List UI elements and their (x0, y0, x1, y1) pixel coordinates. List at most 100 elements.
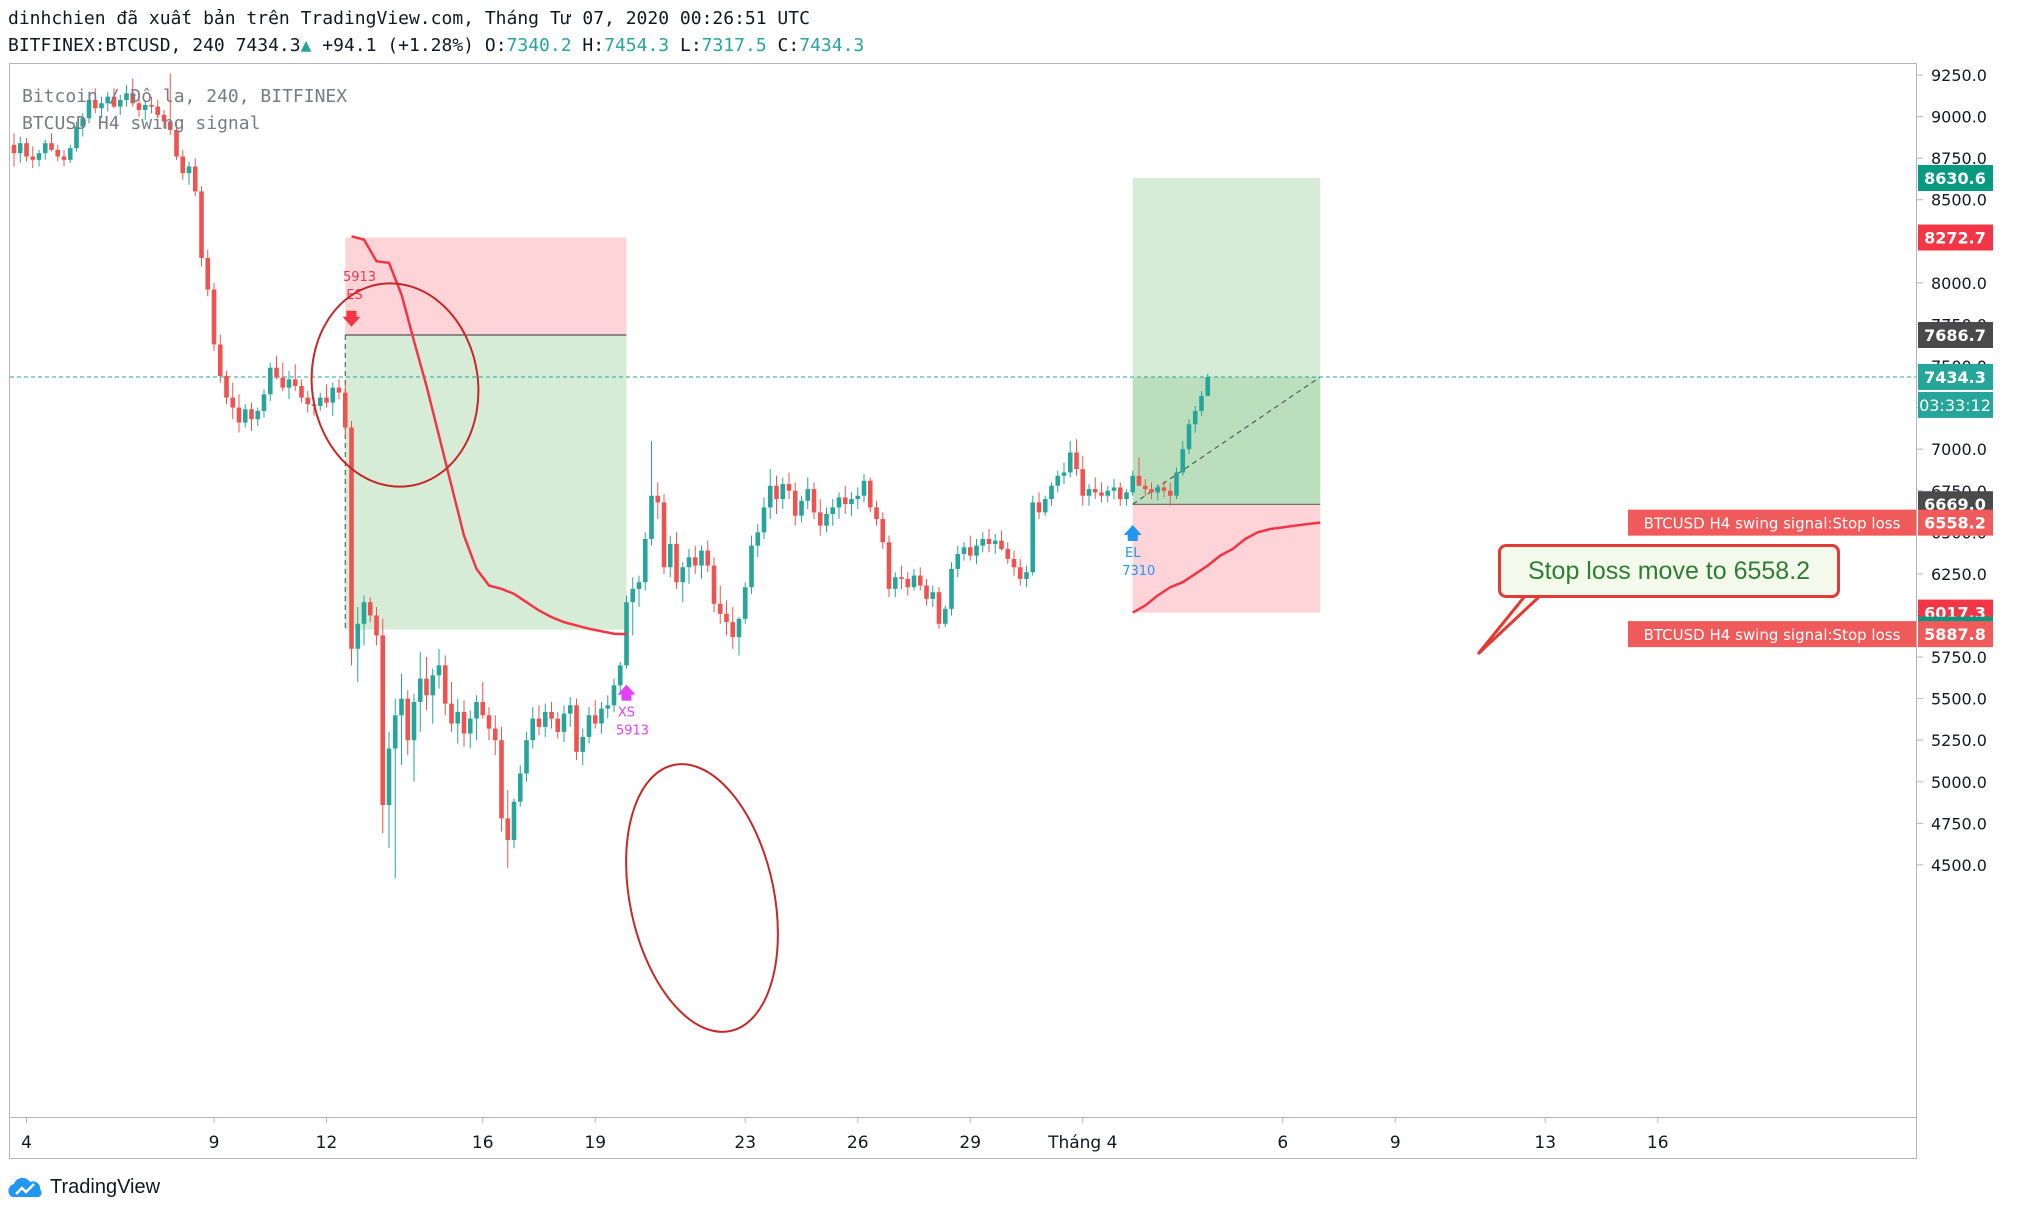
signal-up-arrow-icon (617, 684, 636, 701)
candle-down (674, 543, 679, 583)
candle-up (680, 567, 686, 583)
close-value: 7434.3 (799, 35, 865, 56)
candle-down (342, 392, 348, 428)
candle-down (167, 121, 173, 130)
date-axis-label: 9 (209, 1133, 220, 1153)
candle-down (480, 701, 486, 716)
date-axis-divider (9, 1117, 1917, 1118)
candle-up (586, 715, 592, 737)
close-label: C: (777, 35, 800, 56)
candle-up (949, 568, 954, 609)
candle-up (530, 718, 536, 741)
date-axis-label: 13 (1534, 1133, 1556, 1153)
candle-down (817, 512, 823, 526)
candle-up (767, 485, 773, 508)
symbol-summary: BITFINEX:BTCUSD, 240 7434.3 (8, 35, 301, 56)
candle-up (242, 409, 248, 423)
candle-up (567, 705, 573, 714)
candle-down (1142, 485, 1148, 490)
candle-down (174, 129, 179, 157)
date-axis-label: 16 (472, 1133, 494, 1153)
price-axis-label: 4500.0 (1931, 856, 1987, 875)
candle-up (361, 602, 367, 624)
date-axis-label: Tháng 4 (1047, 1133, 1117, 1153)
candle-up (399, 698, 404, 716)
price-badge (1918, 321, 1993, 348)
price-badge-value: 8630.6 (1924, 169, 1986, 188)
bar-countdown-badge (1918, 391, 1993, 418)
series-badge-label: BTCUSD H4 swing signal:Stop loss (1644, 515, 1901, 533)
candle-up (974, 545, 979, 556)
candle-up (1105, 490, 1111, 496)
candle-up (317, 397, 323, 406)
price-axis-label: 4750.0 (1931, 814, 1987, 833)
candle-down (92, 99, 98, 109)
candle-up (992, 540, 998, 544)
candle-down (449, 703, 454, 724)
candle-down (224, 376, 229, 398)
candle-down (724, 613, 729, 623)
price-axis-label: 6250.0 (1931, 565, 1987, 584)
candle-down (349, 427, 354, 649)
chart-legend[interactable]: Bitcoin / Đô la, 240, BITFINEX BTCUSD H4… (22, 83, 347, 137)
bar-countdown: 03:33:12 (1919, 396, 1991, 415)
candle-down (1005, 548, 1011, 559)
candle-up (649, 495, 654, 539)
price-badge-value: 7434.3 (1924, 368, 1986, 387)
price-axis-label: 8750.0 (1931, 149, 1987, 168)
price-badge-value: 6669.0 (1924, 495, 1986, 514)
date-axis-label: 6 (1277, 1133, 1288, 1153)
candle-up (386, 748, 392, 806)
candle-down (786, 484, 792, 491)
candle-up (861, 480, 867, 496)
candle-down (792, 490, 798, 516)
candle-up (799, 500, 804, 516)
candle-up (605, 705, 611, 709)
tradingview-logo[interactable]: TradingView (8, 1176, 160, 1199)
long-trailing-stop-line (1132, 521, 1321, 614)
candle-down (1149, 489, 1154, 493)
price-badge (1918, 165, 1993, 192)
candle-up (1180, 449, 1186, 473)
candle-up (517, 773, 523, 802)
candle-up (436, 665, 442, 676)
candle-down (486, 715, 492, 729)
candle-up (1067, 452, 1073, 473)
price-badge-value: 7686.7 (1924, 326, 1986, 345)
candle-up (330, 387, 336, 403)
candle-down (299, 385, 304, 398)
candle-down (505, 818, 511, 840)
high-value: 7454.3 (604, 35, 670, 56)
candle-up (124, 93, 129, 100)
candle-up (1049, 485, 1054, 500)
series-badge-label: BTCUSD H4 swing signal:Stop loss (1644, 626, 1901, 644)
date-axis-label: 12 (316, 1133, 338, 1153)
candle-down (380, 635, 386, 806)
candle-up (699, 550, 704, 566)
candle-up (1205, 377, 1211, 396)
candle-up (267, 367, 273, 395)
candle-up (117, 99, 123, 107)
callout-pointer (1476, 594, 1542, 656)
legend-indicator[interactable]: BTCUSD H4 swing signal (22, 113, 261, 134)
candle-up (255, 410, 261, 420)
date-axis-label: 26 (847, 1133, 869, 1153)
candle-up (467, 718, 473, 734)
series-badge (1628, 509, 1916, 536)
candle-down (774, 485, 779, 500)
candle-up (36, 153, 42, 160)
candle-up (80, 118, 86, 127)
candle-down (555, 718, 561, 732)
candle-up (511, 801, 517, 840)
stop-loss-callout[interactable]: Stop loss move to 6558.2 (1498, 544, 1840, 598)
candle-down (574, 705, 579, 752)
legend-symbol[interactable]: Bitcoin / Đô la, 240, BITFINEX (22, 86, 348, 107)
date-axis-label: 23 (734, 1133, 756, 1153)
candle-down (199, 191, 204, 258)
candle-up (17, 143, 23, 154)
candle-down (130, 93, 136, 104)
date-axis-label: 16 (1647, 1133, 1669, 1153)
signal-down-arrow-icon (342, 310, 361, 327)
candle-down (1117, 487, 1123, 500)
